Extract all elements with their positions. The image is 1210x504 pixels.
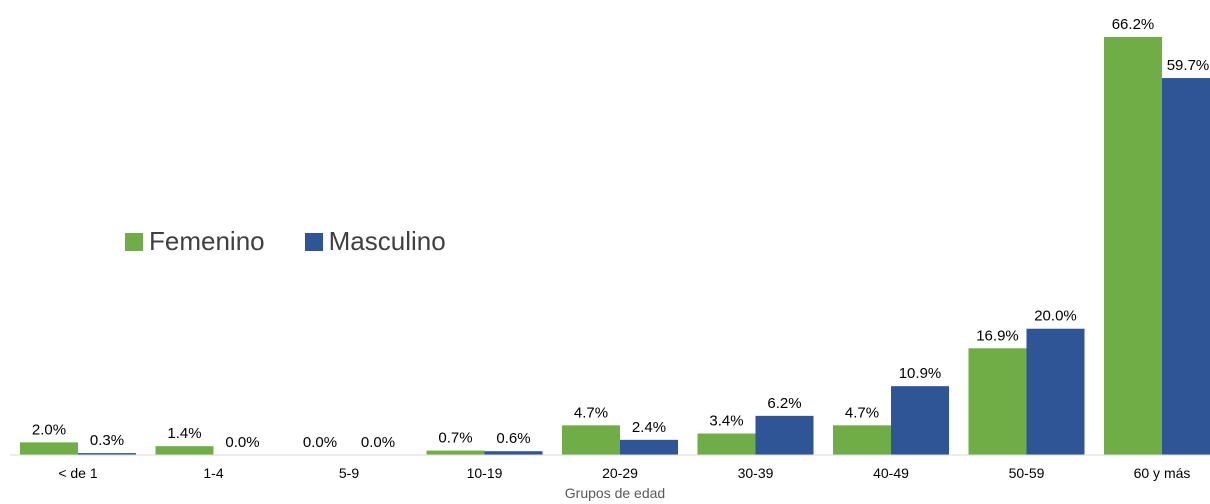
bar-femenino-1 [155,446,214,455]
value-label-masculino-1: 0.0% [225,434,259,451]
x-tick-labels-layer: < de 1 1-4 5-9 10-19 20-29 30-39 40-49 50-59 60 … [58,465,1190,481]
bar-femenino-5 [697,433,756,455]
legend-swatch-femenino [125,232,143,251]
value-label-masculino-7: 20.0% [1034,308,1077,325]
legend-label-masculino: Masculino [328,226,446,256]
value-label-masculino-5: 6.2% [767,395,801,412]
value-label-femenino-8: 66.2% [1112,16,1155,33]
value-label-masculino-8: 59.7% [1167,57,1210,74]
value-label-femenino-3: 0.7% [438,430,472,447]
chart-legend: Femenino Masculino [125,226,486,257]
x-tick-label-1: 1-4 [203,465,223,481]
value-label-femenino-5: 3.4% [709,413,743,430]
value-label-masculino-6: 10.9% [899,365,942,382]
x-tick-label-6: 40-49 [873,465,909,481]
value-labels-layer: 2.0% 0.3% 1.4% 0.0% 0.0% 0.0% 0.7% 0.6% 4.7% 2.4%… [32,16,1209,451]
x-tick-label-5: 30-39 [738,465,774,481]
x-tick-label-7: 50-59 [1009,465,1045,481]
value-label-masculino-4: 2.4% [632,419,666,436]
bar-femenino-4 [562,425,620,455]
bar-masculino-4 [620,439,678,455]
bar-masculino-7 [1026,328,1085,455]
value-label-femenino-6: 4.7% [845,404,879,421]
bar-masculino-5 [755,415,814,455]
bar-masculino-0 [78,453,136,455]
x-tick-label-4: 20-29 [602,465,638,481]
legend-item-femenino: Femenino [125,226,265,257]
bar-masculino-3 [484,451,543,455]
value-label-femenino-0: 2.0% [32,421,66,438]
bar-femenino-3 [426,450,485,455]
bar-femenino-6 [833,425,891,455]
legend-swatch-masculino [304,232,323,251]
bar-femenino-7 [968,348,1027,455]
bar-femenino-8 [1104,37,1162,455]
value-label-femenino-2: 0.0% [303,434,337,451]
value-label-femenino-4: 4.7% [574,404,608,421]
bar-masculino-8 [1162,78,1210,455]
value-label-masculino-2: 0.0% [361,434,395,451]
value-label-masculino-0: 0.3% [90,432,124,449]
x-tick-label-2: 5-9 [339,465,359,481]
bar-masculino-6 [891,386,949,455]
legend-item-masculino: Masculino [304,226,446,257]
value-label-femenino-1: 1.4% [167,425,201,442]
value-label-masculino-3: 0.6% [496,430,530,447]
x-tick-label-3: 10-19 [467,465,503,481]
x-axis-title: Grupos de edad [565,485,665,501]
x-tick-label-0: < de 1 [58,465,98,481]
x-tick-label-8: 60 y más [1134,465,1191,481]
bars-layer [20,37,1210,455]
value-label-femenino-7: 16.9% [976,327,1019,344]
legend-label-femenino: Femenino [149,226,265,256]
bar-femenino-0 [20,442,78,455]
